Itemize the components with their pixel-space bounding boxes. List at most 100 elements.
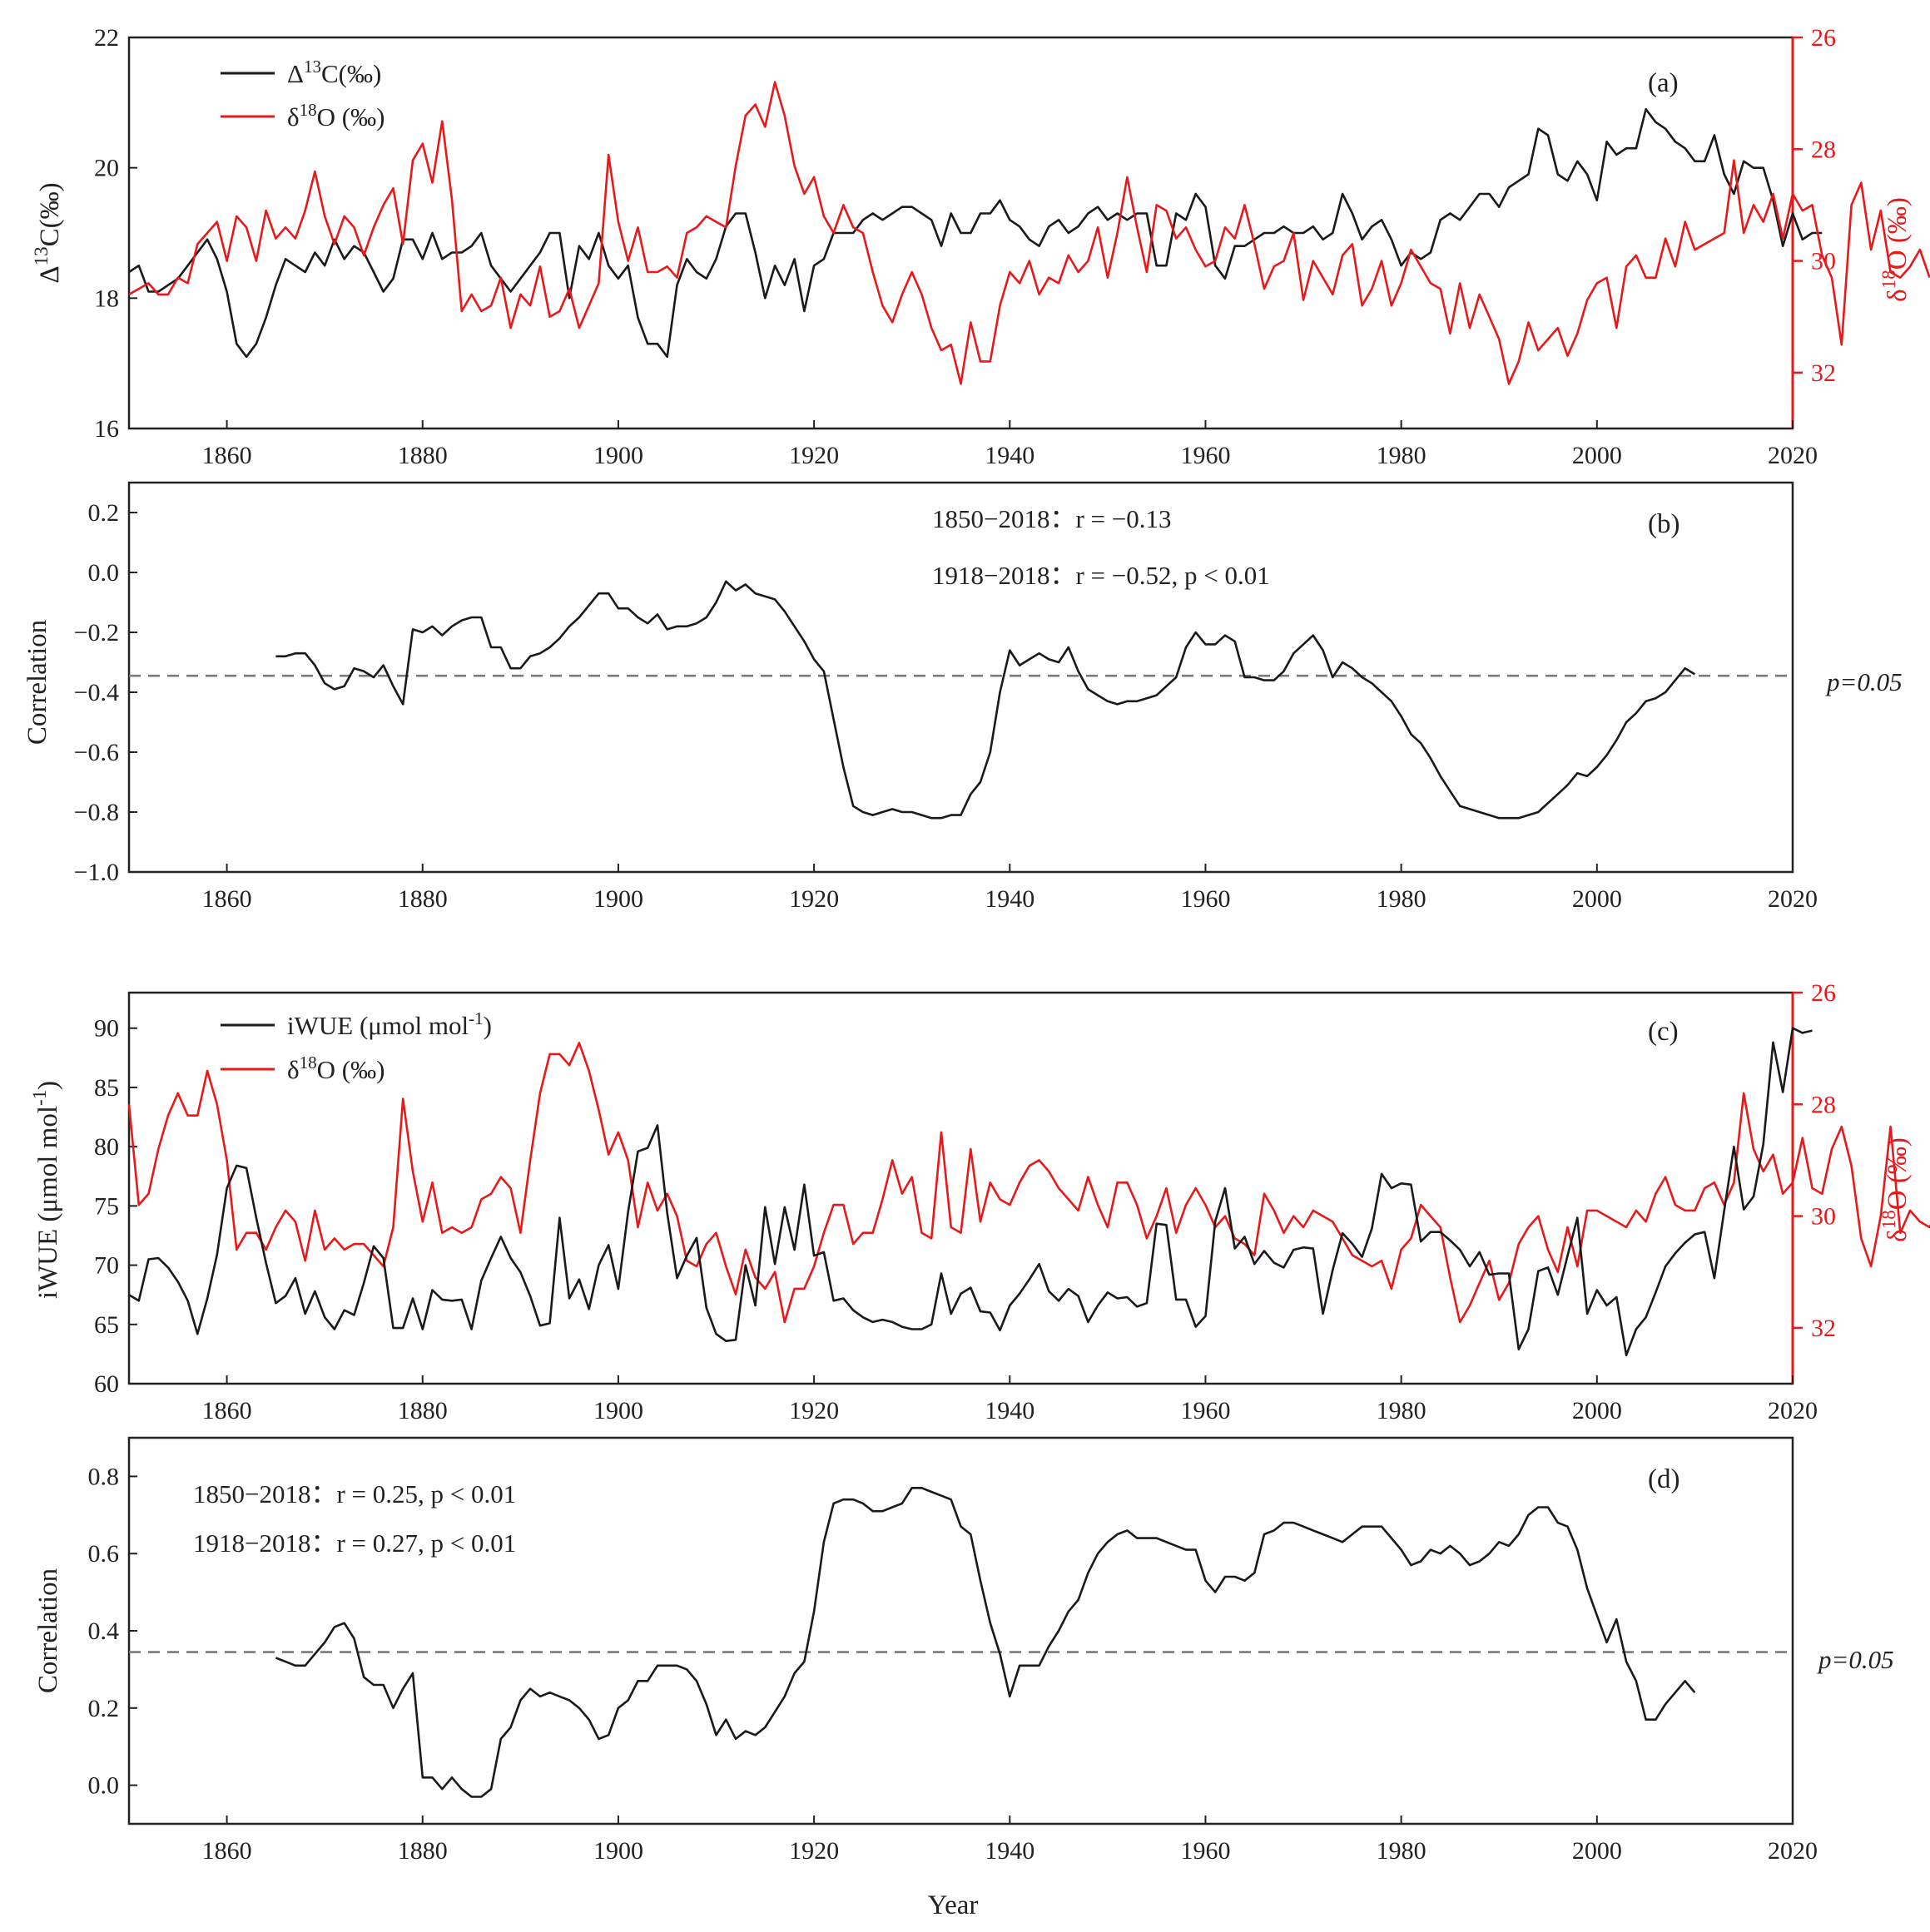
series-line-left bbox=[128, 107, 1823, 359]
y-right-tick-label: 28 bbox=[1811, 136, 1836, 163]
series-line-right bbox=[127, 1042, 1930, 1324]
panel-b: 1860 1880 1900 1920 1940 1960 1980 2000 2020 0.2… bbox=[22, 481, 1903, 913]
x-tick-label: 1980 bbox=[1377, 442, 1426, 469]
panel-d-annotation-1: 1850−2018：r = 0.25, p < 0.01 bbox=[193, 1479, 516, 1508]
panel-a: 1860 1880 1900 1920 1940 1960 1980 2000 2020 161… bbox=[31, 24, 1930, 469]
legend-iwue-prefix: iWUE (μmol mol bbox=[287, 1011, 469, 1040]
x-tick-label: 1900 bbox=[593, 885, 643, 913]
x-tick-label: 1920 bbox=[789, 442, 839, 469]
panel-a-right-axis-title: δ18O (‰) bbox=[1878, 197, 1913, 302]
x-tick-label: 1900 bbox=[593, 1397, 643, 1424]
x-tick-label: 1940 bbox=[985, 1837, 1034, 1865]
y-left-tick-label: 75 bbox=[94, 1192, 119, 1220]
x-tick-label: 1860 bbox=[202, 442, 252, 469]
x-tick-label: 2020 bbox=[1768, 442, 1818, 469]
panel-b-y-ticks: 0.2 0.0 −0.2 −0.4 −0.6 −0.8 −1.0 bbox=[74, 499, 137, 886]
y-left-tick-label: 80 bbox=[94, 1133, 119, 1161]
panel-a-right-ticks: 26 28 30 32 bbox=[1793, 24, 1836, 387]
x-tick-label: 1940 bbox=[985, 1397, 1034, 1424]
y-tick-label: −1.0 bbox=[74, 859, 119, 886]
panel-b-frame bbox=[127, 481, 1794, 874]
y-tick-label: −0.8 bbox=[74, 799, 119, 826]
legend-iwue-sup: -1 bbox=[469, 1008, 484, 1028]
panel-d-series bbox=[275, 1487, 1696, 1798]
legend-d18o-suffix: O (‰) bbox=[317, 102, 385, 131]
x-tick-label: 1860 bbox=[202, 1837, 252, 1865]
panel-c-series-red bbox=[127, 1042, 1930, 1324]
legend-d18o-c-sup: 18 bbox=[300, 1053, 317, 1073]
panel-b-annotation-1-stat: r = −0.13 bbox=[1075, 504, 1171, 533]
y-left-tick-label: 22 bbox=[94, 24, 119, 52]
panel-d-annotation-1-stat: r = 0.25, p < 0.01 bbox=[336, 1479, 516, 1508]
panel-c-right-title-suffix: O (‰) bbox=[1883, 1137, 1913, 1210]
x-tick-label: 1880 bbox=[398, 885, 448, 913]
panel-c-right-axis-title: δ18O (‰) bbox=[1878, 1137, 1913, 1242]
panel-b-annotation-2-stat: r = −0.52, p < 0.01 bbox=[1075, 561, 1269, 590]
legend-label-d18o-c: δ18O (‰) bbox=[287, 1053, 385, 1084]
y-tick-label: 0.8 bbox=[88, 1463, 120, 1490]
x-tick-label: 1880 bbox=[398, 442, 448, 469]
panel-d-y-ticks: 0.0 0.2 0.4 0.6 0.8 bbox=[88, 1463, 137, 1800]
x-tick-label: 1960 bbox=[1180, 1397, 1230, 1424]
x-tick-label: 1960 bbox=[1180, 1837, 1230, 1865]
legend-d18o-c-prefix: δ bbox=[287, 1055, 300, 1084]
panel-d: 1860 1880 1900 1920 1940 1960 1980 2000 2020 0.0… bbox=[33, 1436, 1894, 1920]
panel-d-y-axis-title: Correlation bbox=[33, 1568, 63, 1693]
panel-d-threshold-label: p=0.05 bbox=[1817, 1645, 1894, 1674]
panel-a-right-title-suffix: O (‰) bbox=[1883, 197, 1913, 270]
y-tick-label: −0.2 bbox=[74, 619, 119, 646]
y-left-tick-label: 20 bbox=[94, 155, 119, 182]
y-left-tick-label: 18 bbox=[94, 285, 119, 312]
legend-d13c-suffix: C(‰) bbox=[321, 59, 381, 88]
panel-a-left-axis-title: Δ13C(‰) bbox=[31, 182, 65, 283]
panel-b-y-axis-title: Correlation bbox=[22, 620, 52, 745]
panel-a-right-title-prefix: δ bbox=[1883, 289, 1913, 302]
panel-c-series-black bbox=[128, 1027, 1813, 1357]
x-tick-label: 1940 bbox=[985, 885, 1034, 913]
panel-b-x-ticks: 1860 1880 1900 1920 1940 1960 1980 2000 2020 bbox=[202, 864, 1818, 913]
panel-b-annotation-1: 1850−2018：r = −0.13 bbox=[932, 504, 1172, 533]
panel-c-legend: iWUE (μmol mol-1) δ18O (‰) bbox=[221, 1008, 492, 1084]
x-tick-label: 1900 bbox=[593, 1837, 643, 1865]
y-tick-label: −0.6 bbox=[74, 739, 119, 766]
y-tick-label: 0.4 bbox=[88, 1617, 120, 1645]
x-tick-label: 1960 bbox=[1180, 442, 1230, 469]
panel-a-left-title-prefix: Δ bbox=[35, 265, 65, 283]
legend-label-d18o: δ18O (‰) bbox=[287, 100, 385, 131]
y-right-tick-label: 32 bbox=[1811, 359, 1836, 387]
legend-d18o-prefix: δ bbox=[287, 102, 300, 131]
panel-a-series-black bbox=[128, 107, 1823, 359]
panel-b-series bbox=[275, 580, 1696, 820]
panel-b-annotation-1-period: 1850−2018： bbox=[932, 504, 1075, 533]
panel-b-annotation-2-period: 1918−2018： bbox=[932, 561, 1075, 590]
panel-c-frame bbox=[127, 991, 1794, 1385]
y-right-tick-label: 30 bbox=[1811, 248, 1836, 275]
panel-d-annotation-2-stat: r = 0.27, p < 0.01 bbox=[336, 1528, 516, 1558]
x-tick-label: 1920 bbox=[789, 885, 839, 913]
x-tick-label: 2000 bbox=[1572, 1397, 1622, 1424]
x-tick-label: 2020 bbox=[1768, 1397, 1818, 1424]
legend-d13c-sup: 13 bbox=[304, 57, 321, 77]
y-tick-label: 0.2 bbox=[88, 1695, 120, 1722]
y-tick-label: 0.6 bbox=[88, 1540, 120, 1568]
panel-d-label: (d) bbox=[1648, 1464, 1679, 1494]
x-tick-label: 1920 bbox=[789, 1397, 839, 1424]
y-right-tick-label: 26 bbox=[1811, 979, 1836, 1007]
panel-a-series-red bbox=[128, 81, 1930, 385]
panel-a-legend: Δ13C(‰) δ18O (‰) bbox=[221, 57, 385, 131]
panel-d-x-ticks: 1860 1880 1900 1920 1940 1960 1980 2000 2020 bbox=[202, 1816, 1818, 1865]
x-tick-label: 1860 bbox=[202, 885, 252, 913]
panel-d-annotation-2-period: 1918−2018： bbox=[193, 1528, 336, 1558]
panel-b-annotation-2: 1918−2018：r = −0.52, p < 0.01 bbox=[932, 561, 1270, 590]
x-tick-label: 1980 bbox=[1377, 885, 1426, 913]
x-tick-label: 2020 bbox=[1768, 885, 1818, 913]
y-left-tick-label: 65 bbox=[94, 1311, 119, 1339]
y-left-tick-label: 60 bbox=[94, 1370, 119, 1398]
y-left-tick-label: 90 bbox=[94, 1015, 119, 1043]
panel-b-label: (b) bbox=[1648, 509, 1679, 539]
y-left-tick-label: 70 bbox=[94, 1252, 119, 1280]
panel-c-right-title-sup: 18 bbox=[1878, 1210, 1899, 1229]
panel-c-x-ticks: 1860 1880 1900 1920 1940 1960 1980 2000 2020 bbox=[202, 1375, 1818, 1424]
panel-a-left-title-suffix: C(‰) bbox=[35, 182, 65, 246]
